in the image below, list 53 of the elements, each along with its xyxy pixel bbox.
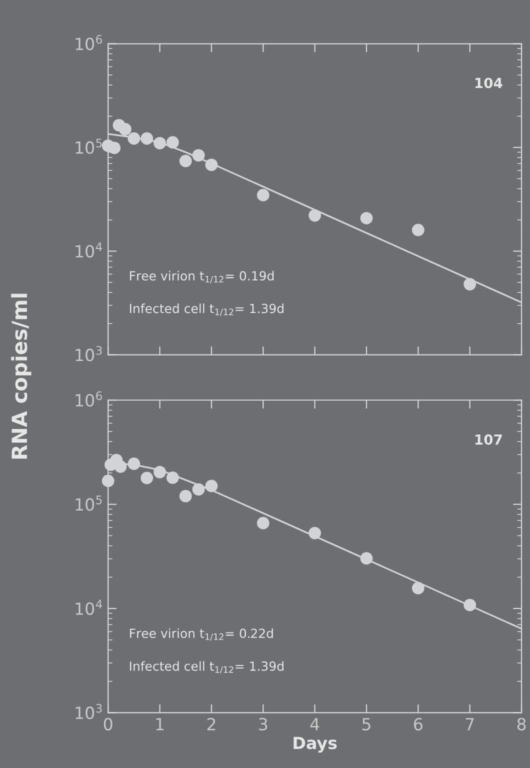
- point: [205, 158, 218, 172]
- point: [108, 142, 121, 154]
- point: [154, 136, 166, 150]
- x-tick-label: 1: [156, 718, 164, 730]
- point: [179, 490, 192, 502]
- point: [179, 154, 192, 168]
- y-tick-label: 10$^{5}$: [76, 138, 102, 154]
- y-tick-label: 10$^{3}$: [76, 704, 102, 720]
- point: [308, 209, 322, 222]
- point: [128, 458, 140, 470]
- y-tick-label: 10$^{5}$: [76, 496, 102, 511]
- annotation: Free virion t$_{1/12}$= 0.19d: [130, 270, 274, 284]
- x-tick-label: 6: [414, 718, 422, 730]
- annotation: Infected cell t$_{1/12}$= 1.39d: [130, 304, 284, 316]
- x-tick-label: 7: [466, 718, 474, 730]
- annotation: Free virion t$_{1/12}$= 0.22d: [130, 628, 273, 641]
- x-tick-label: 2: [207, 718, 216, 730]
- point: [154, 466, 166, 478]
- x-tick-label: 3: [259, 718, 268, 730]
- y-tick-label: 10$^{4}$: [76, 242, 102, 258]
- x-tick-label: 8: [517, 718, 526, 730]
- point: [114, 460, 127, 473]
- point: [256, 188, 270, 202]
- point: [192, 149, 205, 162]
- x-axis-title: Days: [294, 736, 337, 753]
- y-axis-title: RNA copies/ml: [11, 294, 32, 459]
- x-tick-label: 5: [362, 718, 370, 730]
- y-tick-label: 10$^{4}$: [76, 600, 102, 615]
- x-tick-label: 4: [310, 718, 320, 730]
- point: [308, 526, 322, 540]
- point: [360, 212, 373, 224]
- point: [464, 598, 476, 612]
- point: [140, 132, 154, 145]
- point: [256, 516, 270, 530]
- point: [102, 474, 114, 488]
- y-tick-label: 10$^{3}$: [76, 346, 102, 362]
- point: [118, 122, 132, 136]
- annotation: 104: [475, 78, 502, 88]
- point: [192, 483, 205, 496]
- point: [166, 472, 179, 484]
- y-tick-label: 10$^{6}$: [76, 391, 102, 407]
- point: [464, 278, 476, 290]
- annotation: 107: [475, 434, 502, 445]
- point: [412, 582, 424, 594]
- point: [412, 224, 424, 236]
- point: [166, 136, 179, 149]
- x-tick-label: 0: [104, 718, 112, 730]
- point: [205, 480, 218, 492]
- point: [360, 552, 373, 565]
- annotation: Infected cell t$_{1/12}$= 1.39d: [130, 661, 284, 674]
- y-tick-label: 10$^{6}$: [76, 34, 102, 50]
- point: [128, 132, 140, 145]
- point: [140, 472, 154, 484]
